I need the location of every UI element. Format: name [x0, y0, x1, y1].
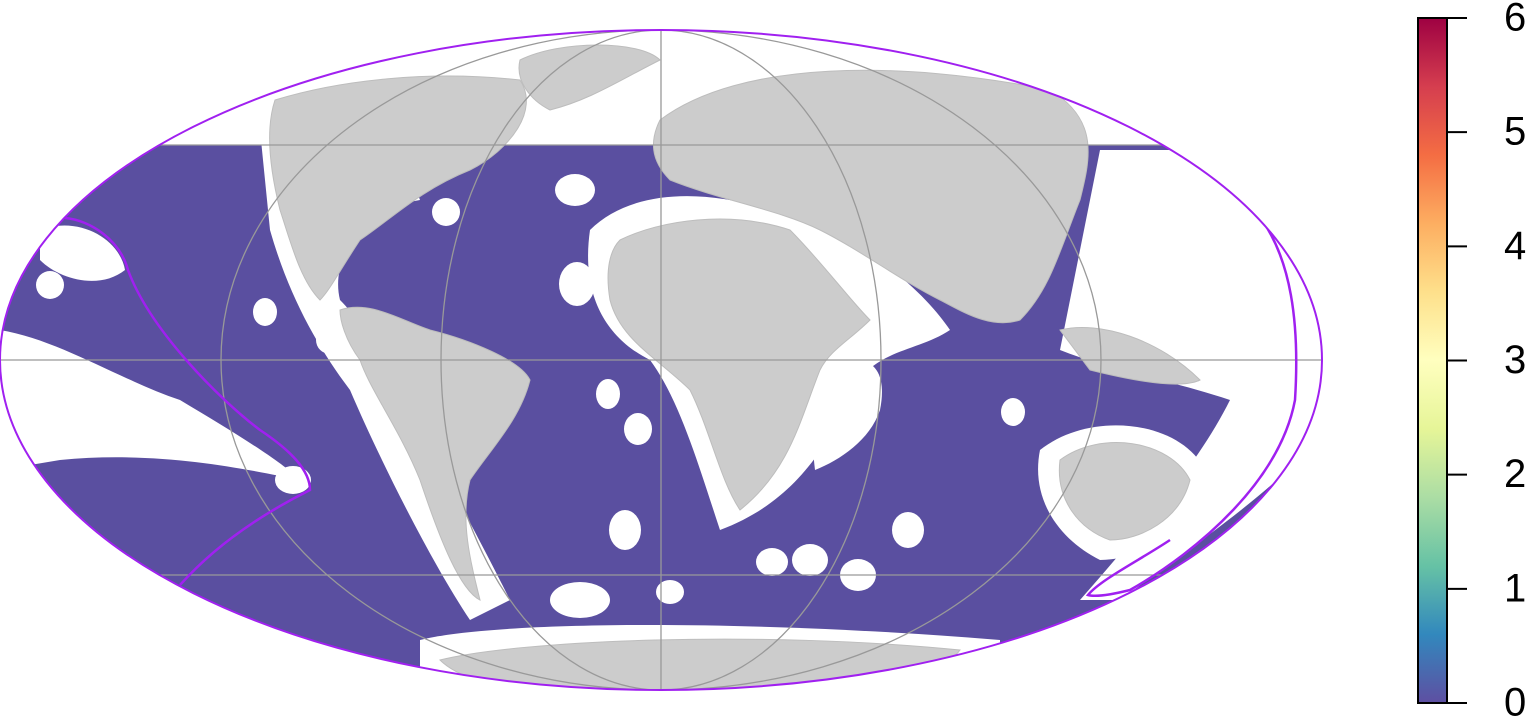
map [0, 30, 1322, 690]
colorbar-scale [1417, 17, 1448, 704]
colorbar-tick-label: 1 [1504, 566, 1526, 610]
colorbar-tick-label: 5 [1504, 110, 1526, 154]
land [269, 44, 1201, 690]
globe-outline [0, 29, 1323, 691]
colorbar: 0 1 2 3 4 5 6 [1417, 0, 1526, 721]
region-boundary [1085, 219, 1298, 598]
colorbar-tick-label: 3 [1504, 338, 1526, 382]
colorbar-tick-label: 6 [1504, 0, 1526, 40]
colorbar-tick-label: 2 [1504, 452, 1526, 496]
colorbar-tick-label: 0 [1504, 681, 1526, 721]
colorbar-tick-label: 4 [1504, 224, 1526, 268]
region-boundary [64, 216, 312, 586]
graticule [0, 30, 1322, 690]
